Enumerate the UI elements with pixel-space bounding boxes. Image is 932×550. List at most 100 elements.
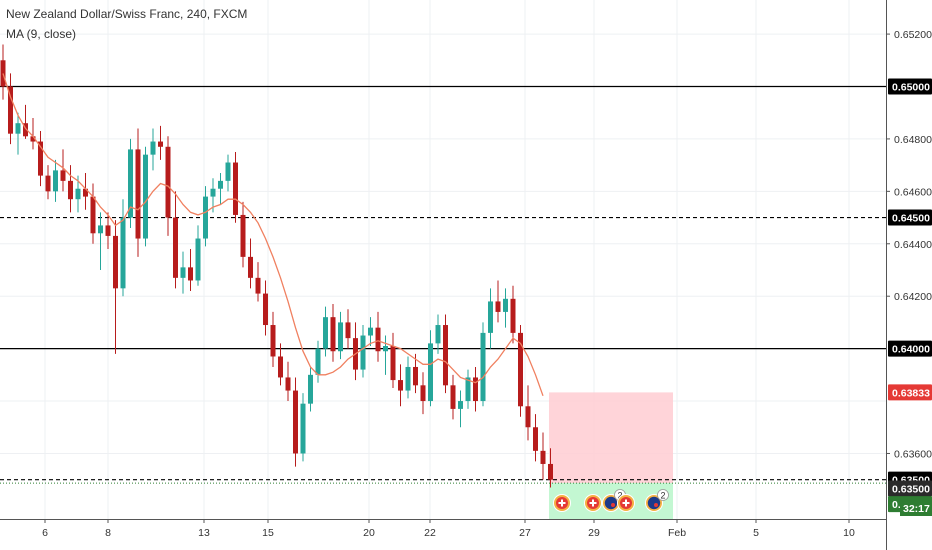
price-tick-label: 0.64600: [894, 186, 932, 198]
time-axis[interactable]: 6 8 13 15 20 22 27 29 Feb 5 10: [42, 519, 855, 539]
time-tick-label: Feb: [668, 527, 686, 539]
plus-icon: [625, 499, 627, 507]
candle-body: [548, 463, 553, 480]
candle-body: [8, 86, 13, 134]
candle-body: [360, 335, 366, 370]
candle: [240, 201, 246, 268]
time-tick-label: 5: [753, 527, 759, 539]
candle-body: [398, 380, 403, 391]
candle: [330, 304, 336, 362]
candle: [83, 173, 88, 210]
candle: [158, 125, 163, 160]
candle: [383, 335, 388, 375]
level-price-label-bg: [888, 209, 932, 226]
bar-timer-text: 32:17: [903, 503, 930, 515]
candle: [135, 128, 141, 257]
time-tick-label: 10: [843, 527, 855, 539]
close-price-label-bg: [888, 480, 932, 497]
candle: [390, 332, 396, 388]
candle: [345, 309, 351, 349]
candle-body: [105, 225, 111, 236]
candle-body: [315, 348, 321, 375]
candle-body: [285, 377, 291, 391]
candle: [143, 146, 148, 247]
flag-icon-star: [611, 503, 615, 507]
candle-body: [293, 390, 298, 454]
candle-body: [90, 196, 96, 234]
candle: [420, 372, 426, 415]
candle-body: [368, 327, 373, 336]
candle-body: [413, 366, 418, 386]
candle-body: [278, 356, 283, 378]
candle-body: [38, 141, 43, 176]
candle: [173, 191, 178, 289]
candle-body: [53, 170, 58, 192]
candle: [8, 73, 13, 145]
price-labels: 0.650000.645000.640000.635000.638330.635…: [888, 78, 932, 516]
candle-body: [173, 217, 178, 278]
level-price-label-bg: [888, 340, 932, 357]
current-price-label-text: 0.63833: [892, 387, 930, 399]
candle-body: [503, 298, 508, 312]
candle: [525, 385, 531, 441]
candle-body: [480, 332, 486, 402]
candle-body: [345, 322, 351, 339]
candle-body: [458, 401, 463, 409]
news-event-icon[interactable]: [617, 494, 635, 512]
candle: [285, 361, 291, 402]
candle: [23, 104, 28, 139]
candle: [540, 432, 546, 480]
position-zones[interactable]: [0, 392, 886, 519]
candle: [323, 306, 328, 357]
plus-icon: [592, 499, 594, 507]
candle-body: [518, 332, 523, 407]
candle: [293, 377, 298, 467]
candle-body: [390, 346, 396, 381]
time-tick-label: 22: [424, 527, 436, 539]
candle-body: [0, 60, 6, 87]
candle: [68, 165, 73, 213]
candle: [278, 343, 283, 386]
candle: [495, 280, 501, 323]
level-price-label: 0.65000: [888, 78, 932, 95]
candle-body: [255, 277, 261, 294]
ma-line: [2, 73, 544, 397]
candle: [195, 225, 201, 286]
level-price-label: 0.64000: [888, 340, 932, 357]
plus-icon: [561, 499, 563, 507]
candle: [30, 117, 36, 150]
level-price-label: 0.64500: [888, 209, 932, 226]
candle-body: [75, 188, 81, 200]
time-tick-label: 13: [198, 527, 210, 539]
candle-body: [405, 366, 411, 391]
candle: [465, 369, 471, 409]
horizontal-lines[interactable]: [0, 85, 886, 481]
news-event-icon[interactable]: [584, 494, 602, 512]
bar-timer-bg: [900, 500, 932, 516]
candle: [450, 374, 456, 420]
price-axis[interactable]: 0.65200 0.64800 0.64600 0.64400 0.64200 0.636…: [886, 29, 932, 460]
stop-loss-zone[interactable]: [549, 392, 673, 484]
time-tick-label: 27: [519, 527, 531, 539]
candle-body: [525, 406, 531, 428]
candle-body: [68, 180, 73, 200]
candle-body: [128, 149, 133, 218]
flag-event-icon[interactable]: 2: [645, 489, 669, 512]
current-price-label: 0.63833: [888, 384, 932, 401]
candle: [473, 366, 478, 412]
candle-body: [158, 141, 163, 147]
close-price-label: 0.63500: [888, 480, 932, 497]
candle: [180, 251, 186, 294]
candle-body: [443, 325, 448, 386]
candle: [360, 325, 366, 378]
candle-body: [15, 123, 21, 134]
candle: [435, 314, 441, 354]
flag-icon-star: [654, 503, 658, 507]
candle-body: [488, 301, 493, 333]
news-event-icon[interactable]: [553, 494, 571, 512]
candle: [405, 356, 411, 399]
candle: [218, 173, 223, 205]
